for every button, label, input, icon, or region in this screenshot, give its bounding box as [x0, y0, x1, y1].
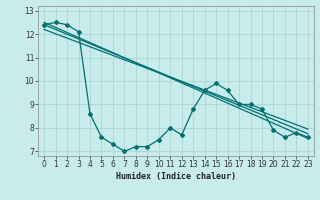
X-axis label: Humidex (Indice chaleur): Humidex (Indice chaleur): [116, 172, 236, 181]
